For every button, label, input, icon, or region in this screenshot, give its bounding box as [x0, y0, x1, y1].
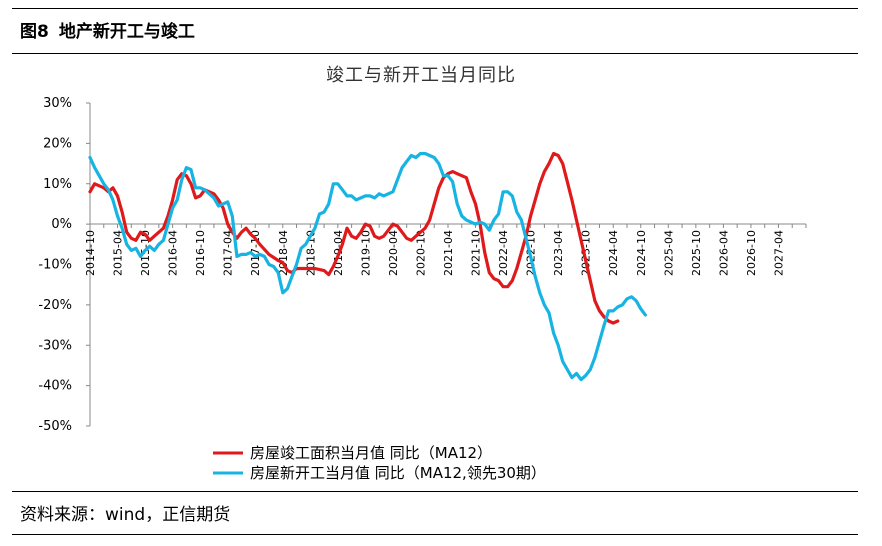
figure-header: 图8 地产新开工与竣工 — [20, 20, 195, 44]
x-tick-label: 2025-04 — [662, 230, 675, 276]
legend: 房屋竣工面积当月值 同比（MA12） 房屋新开工当月值 同比（MA12,领先30… — [213, 444, 546, 482]
y-tick-label: 0% — [51, 217, 72, 232]
x-tick-label: 2026-10 — [745, 230, 758, 276]
x-tick-label: 2016-10 — [194, 230, 207, 276]
y-axis: -50% -40% -30% -20% -10% 0% 10% 20% 30% — [38, 96, 91, 434]
x-tick-label: 2020-04 — [387, 230, 400, 276]
x-tick-label: 2025-10 — [690, 230, 703, 276]
x-tick-label: 2020-10 — [414, 230, 427, 276]
figure-title: 地产新开工与竣工 — [58, 22, 195, 42]
x-tick-label: 2018-04 — [277, 230, 290, 276]
x-tick-label: 2021-10 — [470, 230, 483, 276]
figure-number: 图8 — [20, 22, 49, 42]
y-tick-label: -10% — [38, 258, 72, 273]
series-layer — [88, 151, 648, 382]
footer-rule — [12, 491, 858, 492]
x-tick-label: 2024-04 — [607, 230, 620, 276]
header-rule — [12, 53, 858, 54]
x-tick-label: 2026-04 — [717, 230, 730, 276]
series-line-completion — [88, 151, 620, 325]
x-tick-label: 2023-04 — [552, 230, 565, 276]
y-tick-label: 20% — [43, 136, 72, 151]
y-tick-label: 10% — [43, 177, 72, 192]
chart-title: 竣工与新开工当月同比 — [326, 65, 516, 86]
x-tick-label: 2015-04 — [112, 230, 125, 276]
x-tick-label: 2024-10 — [635, 230, 648, 276]
bottom-rule — [12, 534, 858, 535]
x-tick-label: 2014-10 — [84, 230, 97, 276]
x-tick-label: 2016-04 — [167, 230, 180, 276]
top-rule — [12, 8, 858, 9]
y-tick-label: 30% — [43, 96, 72, 111]
x-axis: 2014-10 2015-04 2015-10 2016-04 2016-10 2017-… — [84, 223, 807, 276]
source-note: 资料来源：wind，正信期货 — [20, 505, 231, 525]
legend-label-completion: 房屋竣工面积当月值 同比（MA12） — [250, 444, 492, 462]
x-tick-label: 2021-04 — [442, 230, 455, 276]
y-tick-label: -20% — [38, 298, 72, 313]
y-tick-label: -40% — [38, 379, 72, 394]
y-tick-label: -50% — [38, 419, 72, 434]
x-tick-label: 2022-04 — [497, 230, 510, 276]
y-tick-label: -30% — [38, 338, 72, 353]
x-tick-label: 2027-04 — [772, 230, 785, 276]
x-tick-label: 2019-10 — [359, 230, 372, 276]
series-line-new-starts — [88, 151, 648, 382]
x-tick-label: 2017-04 — [222, 230, 235, 276]
legend-label-new-starts: 房屋新开工当月值 同比（MA12,领先30期） — [250, 464, 546, 482]
